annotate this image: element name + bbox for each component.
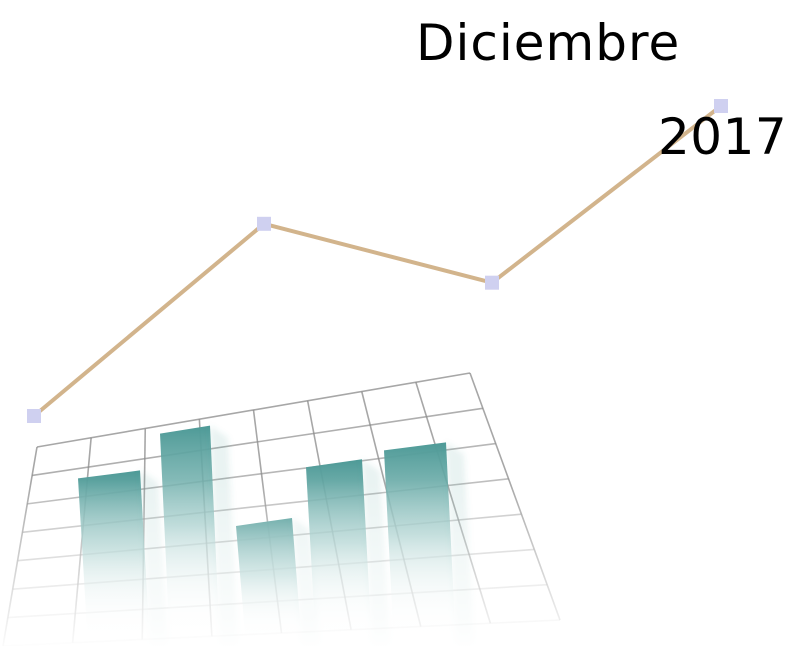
month-title: Diciembre: [416, 14, 681, 72]
trend-marker: [27, 409, 41, 423]
grid-line-horizontal: [32, 407, 483, 477]
fade-overlay: [0, 480, 787, 646]
trend-marker: [485, 275, 499, 290]
grid-line-horizontal: [36, 372, 471, 448]
year-title: 2017: [658, 108, 787, 166]
trend-markers: [27, 99, 728, 423]
trend-marker: [257, 216, 271, 231]
trend-line: [32, 104, 723, 418]
trend-marker: [714, 99, 728, 113]
